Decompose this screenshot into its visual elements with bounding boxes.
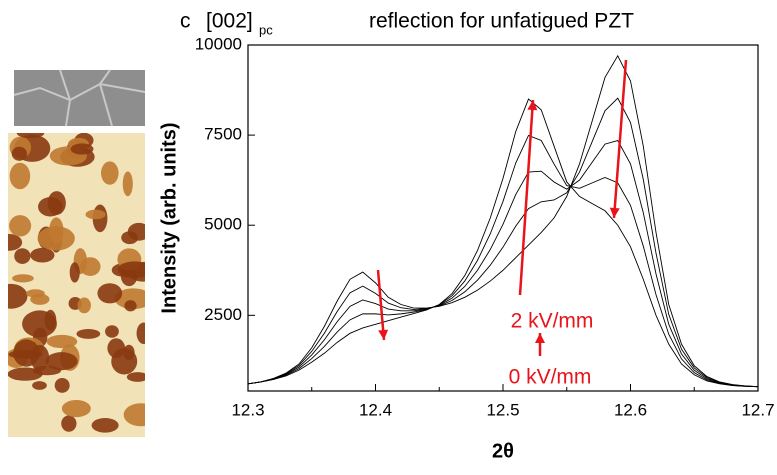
pfm-domain [69,262,80,283]
sem-image [14,70,145,126]
arrow-head [535,333,545,343]
pfm-domain [76,328,101,339]
pfm-domain [12,274,34,283]
pfm-domain [38,197,63,217]
pfm-domain [97,283,123,304]
y-tick-label: 7500 [204,125,242,144]
pfm-domain [8,283,28,309]
x-tick-label: 12.6 [614,400,647,419]
arrow-shaft [518,99,535,296]
pfm-domain [121,231,139,245]
annotation: 0 kV/mm [509,366,592,389]
y-tick-label: 10000 [195,34,242,53]
pfm-domain [101,161,119,185]
curve [248,139,758,388]
pfm-domain [14,248,31,264]
x-tick-label: 12.7 [741,400,774,419]
arrow-shaft [376,269,386,341]
curve [248,97,758,388]
x-tick-label: 12.5 [486,400,519,419]
pfm-domain [126,372,145,382]
pfm-domain [136,322,145,345]
pfm-domain [26,289,45,298]
chart-title-subscript: pc [259,22,273,37]
pfm-domain [37,226,75,251]
pfm-domain [85,209,106,220]
x-axis-label: 2θ [492,440,514,462]
pfm-domain [70,143,94,155]
plot: 12.3 12.4 12.5 12.6 12.7 2500 5000 7500 10000 [195,34,775,419]
pfm-image [8,133,145,437]
pfm-domain [9,215,32,237]
annotations: 2 kV/mm 0 kV/mm [376,59,628,389]
chart-title: [002] [206,10,253,33]
pfm-domain [44,309,57,331]
pfm-domain [8,233,23,251]
annotation: 2 kV/mm [511,310,594,333]
curve [248,54,758,388]
pfm-domain [123,403,145,427]
pfm-domain [124,300,137,312]
pfm-domain [30,247,55,263]
curve [248,134,758,388]
y-tick-label: 2500 [204,305,242,324]
arrow-head [527,100,538,111]
y-tick-label: 5000 [204,215,242,234]
curves [248,54,758,388]
pfm-domain [13,339,40,367]
arrow-shaft [612,59,628,219]
pfm-domain [32,381,47,390]
pfm-domain [105,325,119,338]
pfm-domain [91,418,119,433]
arrow-head [609,207,620,218]
pfm-domain [16,133,45,139]
x-tick-label: 12.3 [231,400,264,419]
pfm-domain [117,261,145,279]
pfm-domain [54,377,70,393]
curve [248,98,758,388]
pfm-domain [61,415,77,432]
sem-grain-boundaries [13,69,146,127]
pfm-domain [61,399,91,418]
pfm-domain [11,146,27,161]
pfm-domain [45,352,78,371]
arrow-head [378,329,389,340]
chart-title-rest: reflection for unfatigued PZT [369,10,634,33]
pfm-domain [122,171,133,197]
pfm-domain [8,367,43,381]
pfm-domain [77,297,91,314]
x-tick-label: 12.4 [359,400,392,419]
pfm-domain [9,162,31,190]
panel-label: c [180,10,191,33]
pfm-domains [8,133,145,433]
pfm-domain [111,348,138,375]
y-axis-label: Intensity (arb. units) [158,122,180,313]
